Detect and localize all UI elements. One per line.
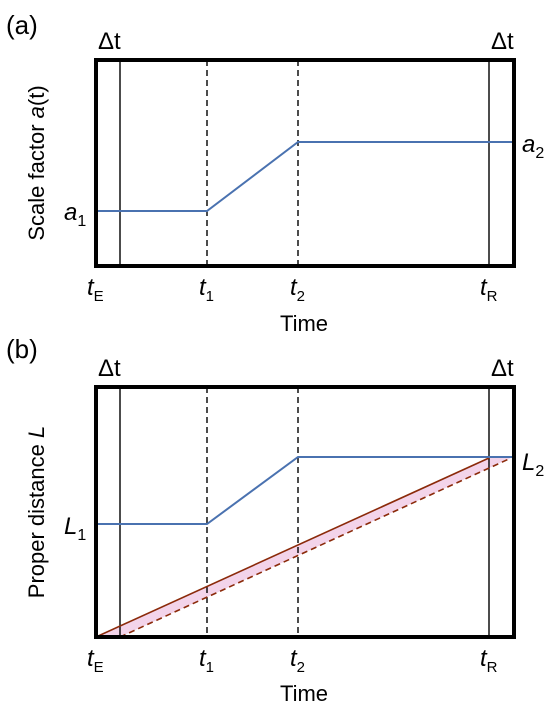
panel-b-tick-t1: t1	[199, 645, 214, 676]
panel-b-frame	[94, 385, 516, 639]
panel-b-proper-distance-curve	[96, 456, 514, 525]
panel-a-a1-label: a1	[64, 199, 86, 230]
panel-a-tick-te: tE	[87, 274, 104, 305]
panel-b-light-band	[96, 458, 511, 637]
panel-b-light-ray-solid	[95, 457, 490, 638]
panel-a: (a) Δt Δt Scale factor a(t) a1 a2 tE t1 …	[6, 10, 544, 336]
panel-a-tick-t1: t1	[199, 274, 214, 305]
panel-b-delta-t-left: Δt	[98, 355, 121, 382]
panel-a-tick-tr: tR	[480, 274, 498, 305]
panel-a-tick-t2: t2	[290, 274, 305, 305]
panel-b-tick-tr: tR	[480, 645, 498, 676]
panel-b-xlabel: Time	[280, 681, 328, 706]
panel-b-tick-t2: t2	[290, 645, 305, 676]
panel-a-xlabel: Time	[280, 311, 328, 336]
panel-a-a2-label: a2	[522, 131, 544, 162]
panel-a-delta-t-left: Δt	[98, 28, 121, 55]
panel-b-ylabel: Proper distance L	[24, 426, 49, 598]
panel-b-light-ray-dashed	[119, 457, 512, 638]
panel-b: (b) Δt Δt Proper distance L L1 L2 tE t1 …	[6, 334, 544, 706]
panel-a-tag: (a)	[6, 10, 38, 40]
panel-a-ylabel: Scale factor a(t)	[24, 85, 49, 240]
panel-a-delta-t-right: Δt	[491, 28, 514, 55]
panel-b-L2-label: L2	[522, 449, 544, 480]
panel-b-tick-te: tE	[87, 645, 104, 676]
panel-b-L1-label: L1	[64, 513, 86, 544]
panel-a-frame	[94, 58, 516, 268]
panel-b-delta-t-right: Δt	[491, 355, 514, 382]
panel-a-scale-factor-curve	[96, 141, 514, 212]
panel-b-tag: (b)	[6, 334, 38, 364]
